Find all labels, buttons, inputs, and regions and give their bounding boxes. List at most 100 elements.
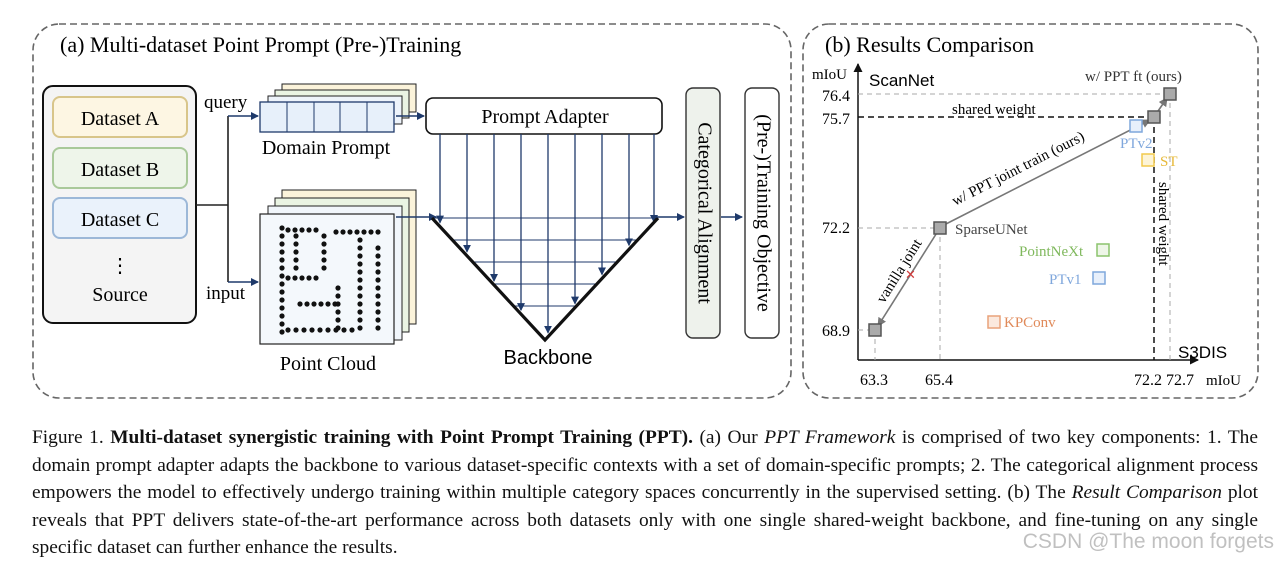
point-sparseunet-label: SparseUNet xyxy=(955,222,1028,238)
caption-part-3: plot reveals that PPT delivers state-of-… xyxy=(32,482,1258,558)
point-cloud-dot xyxy=(293,257,299,263)
point-cloud-dot xyxy=(279,313,285,319)
point-cloud-dot xyxy=(306,275,312,281)
point-cloud-dot xyxy=(341,327,347,333)
y-axis-label: mIoU xyxy=(812,67,847,83)
adapter-arrows xyxy=(436,134,658,334)
x-axis-label: mIoU xyxy=(1206,373,1241,389)
point-cloud-dot xyxy=(357,277,363,283)
point-cloud-dot xyxy=(279,297,285,303)
point-cloud-dot xyxy=(279,305,285,311)
point-cloud-dot xyxy=(321,249,327,255)
point-cloud-dot xyxy=(375,261,381,267)
y-tick-75-7: 75.7 xyxy=(822,111,850,128)
point-cloud-dot xyxy=(357,309,363,315)
y-dataset-label: ScanNet xyxy=(869,71,934,90)
point-cloud-dot xyxy=(357,285,363,291)
point-cloud-dot xyxy=(361,229,367,235)
source-label: Source xyxy=(92,284,148,306)
point-cloud-dot xyxy=(293,327,299,333)
point-cloud-dot xyxy=(321,265,327,271)
figure: (a) Multi-dataset Point Prompt (Pre-)Tra… xyxy=(32,23,1259,399)
panel-b: (b) Results Comparison mIoU ScanNet S3DI… xyxy=(802,23,1259,399)
point-cloud-dot xyxy=(354,229,360,235)
domain-prompt-label: Domain Prompt xyxy=(262,137,391,159)
point-cloud-dot xyxy=(335,309,341,315)
point-cloud-dot xyxy=(293,265,299,271)
point-cloud-stack xyxy=(259,189,417,345)
point-cloud-dot xyxy=(318,301,324,307)
point-cloud-dot xyxy=(285,227,291,233)
point-cloud-dot xyxy=(333,229,339,235)
watermark: CSDN @The moon forgets xyxy=(1022,530,1274,553)
caption-italic-1: PPT Framework xyxy=(764,427,896,448)
dataset-b: Dataset B xyxy=(52,147,188,189)
point-cloud-dot xyxy=(293,249,299,255)
backbone-v-shape xyxy=(430,216,660,343)
point-ppt-joint xyxy=(1147,110,1161,124)
point-cloud-dot xyxy=(335,317,341,323)
point-cloud-dot xyxy=(340,229,346,235)
panel-a-frame xyxy=(32,23,792,399)
figure-caption: Figure 1. Multi-dataset synergistic trai… xyxy=(32,424,1258,562)
point-cloud-dot xyxy=(375,269,381,275)
point-cloud-dot xyxy=(357,269,363,275)
vanilla-joint-annotation: vanilla joint xyxy=(874,236,926,306)
point-cloud-dot xyxy=(375,253,381,259)
point-cloud-dot xyxy=(299,275,305,281)
point-cloud-dot xyxy=(375,285,381,291)
point-cloud-dot xyxy=(279,321,285,327)
point-kpconv: KPConv xyxy=(987,315,1056,331)
domain-prompt-stack xyxy=(259,83,417,133)
point-cloud-dot xyxy=(279,241,285,247)
point-cloud-dot xyxy=(357,261,363,267)
dataset-c-label: Dataset C xyxy=(81,209,159,231)
point-sparseunet: SparseUNet xyxy=(933,221,1028,238)
point-ppt-ft: w/ PPT ft (ours) xyxy=(1085,69,1182,101)
objective-label: (Pre-)Training Objective xyxy=(752,114,774,312)
point-cloud-dot xyxy=(357,293,363,299)
shared-weight-annotation-h: shared weight xyxy=(952,102,1037,118)
point-ppt-ft-label: w/ PPT ft (ours) xyxy=(1085,69,1182,85)
point-cloud-dot xyxy=(311,301,317,307)
point-st: ST xyxy=(1141,153,1178,170)
dataset-a: Dataset A xyxy=(52,96,188,138)
point-cloud-dot xyxy=(285,327,291,333)
point-kpconv-label: KPConv xyxy=(1004,315,1056,331)
x-tick-72-7: 72.7 xyxy=(1166,372,1194,389)
point-cloud-dot xyxy=(293,241,299,247)
point-cloud-dot xyxy=(375,229,381,235)
point-cloud-dot xyxy=(347,229,353,235)
point-cloud-dot xyxy=(325,327,331,333)
point-cloud-dot xyxy=(279,273,285,279)
prompt-adapter-label: Prompt Adapter xyxy=(481,106,609,128)
point-cloud-dot xyxy=(279,249,285,255)
y-tick-68-9: 68.9 xyxy=(822,323,850,340)
point-ptv1: PTv1 xyxy=(1049,271,1106,288)
point-cloud-dot xyxy=(375,317,381,323)
red-cross: ✕ xyxy=(905,267,916,282)
point-cloud-dot xyxy=(357,317,363,323)
point-cloud-dot xyxy=(375,245,381,251)
shared-weight-annotation-v: shared weight xyxy=(1155,182,1171,267)
point-cloud-dot xyxy=(279,225,285,231)
point-cloud-dot xyxy=(375,309,381,315)
point-cloud-dot xyxy=(335,285,341,291)
point-cloud-dot xyxy=(306,227,312,233)
point-cloud-dots xyxy=(279,225,381,335)
x-tick-72-2: 72.2 xyxy=(1134,372,1162,389)
point-cloud-dot xyxy=(357,301,363,307)
point-cloud-dot xyxy=(349,327,355,333)
caption-italic-2: Result Comparison xyxy=(1071,482,1222,503)
point-cloud-dot xyxy=(333,327,339,333)
point-cloud-dot xyxy=(375,325,381,331)
point-cloud-dot xyxy=(313,227,319,233)
point-cloud-dot xyxy=(279,289,285,295)
caption-label: Figure 1. xyxy=(32,427,104,448)
point-ptv2-label: PTv2 xyxy=(1120,136,1153,152)
point-vanilla xyxy=(868,323,882,337)
ppt-joint-train-arrow xyxy=(941,119,1151,227)
backbone-grid xyxy=(432,217,658,307)
point-cloud-dot xyxy=(357,245,363,251)
point-cloud-dot xyxy=(375,293,381,299)
